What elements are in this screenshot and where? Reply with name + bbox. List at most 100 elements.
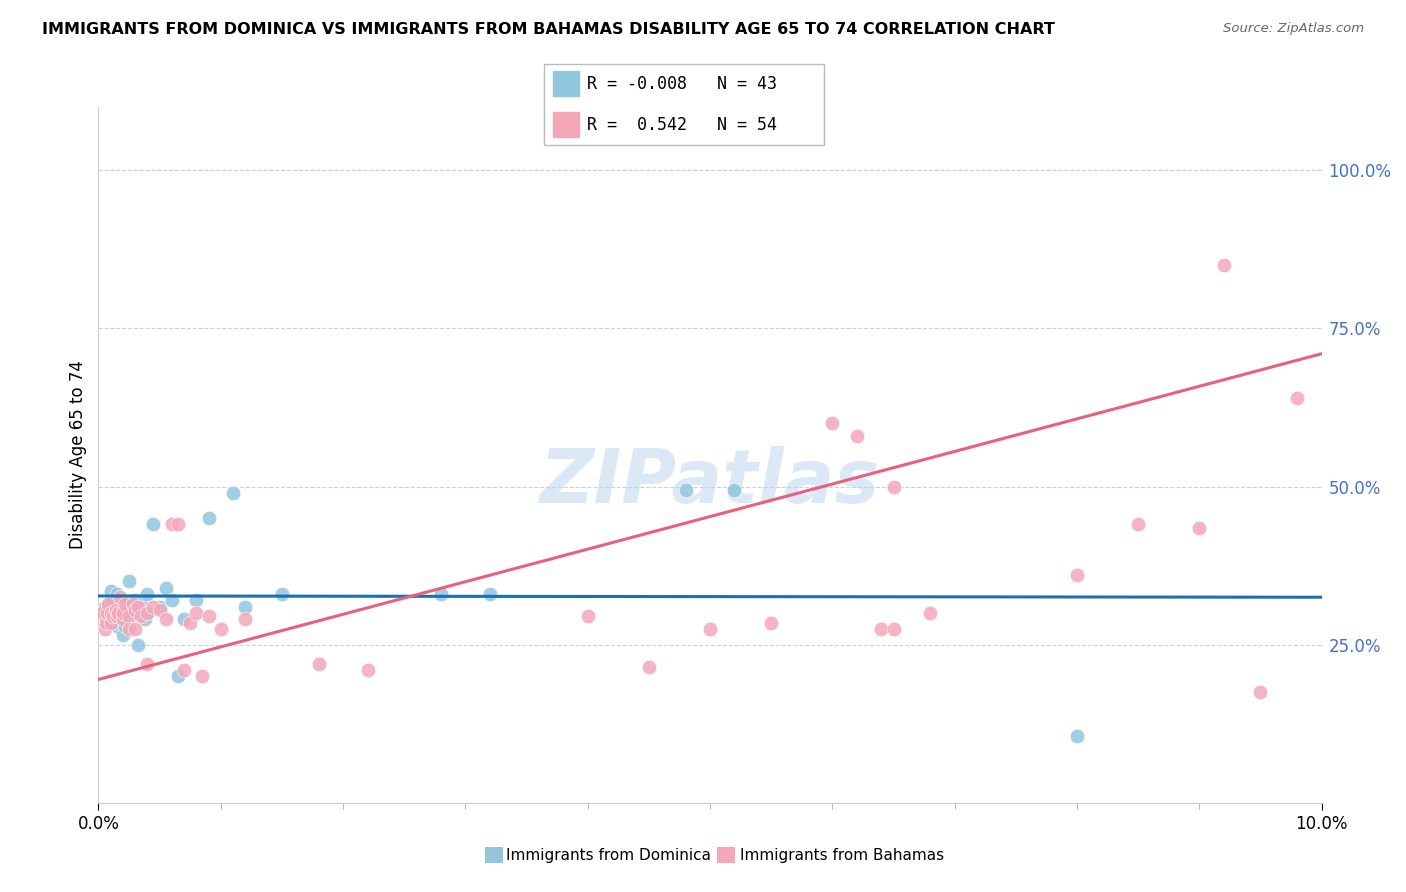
Point [111,593,134,607]
Point [127,599,149,614]
Point [97,612,120,626]
Point [93,603,115,617]
Point [179,615,201,630]
Point [1066,730,1088,744]
Point [121,599,143,614]
Point [160,517,183,532]
Text: ZIPatlas: ZIPatlas [540,446,880,519]
Point [233,599,256,614]
Point [270,587,292,601]
Point [111,612,134,626]
Point [1128,517,1150,532]
Point [129,609,152,624]
Point [121,597,143,611]
Point [124,622,146,636]
Point [118,622,141,636]
Point [149,599,172,614]
Point [124,603,146,617]
Point [129,597,152,611]
Point [160,593,183,607]
Point [197,511,219,525]
Point [136,606,159,620]
Point [870,622,893,636]
Point [100,606,122,620]
Point [111,628,134,642]
Point [155,612,177,626]
Point [149,603,172,617]
Point [1286,391,1309,405]
Point [105,587,128,601]
Point [107,606,129,620]
Point [97,597,120,611]
Point [233,612,256,626]
Point [222,486,245,500]
Point [430,587,453,601]
Point [96,606,118,620]
Point [111,606,134,620]
Point [142,599,165,614]
Point [118,609,141,624]
Point [101,609,124,624]
Point [110,591,132,605]
Point [186,593,208,607]
Point [675,483,697,497]
Point [173,612,195,626]
Point [637,660,661,674]
Point [110,606,132,620]
Point [173,663,195,677]
Point [94,615,117,630]
Point [1249,685,1271,699]
Point [136,657,159,671]
Point [1066,568,1088,582]
Point [186,606,208,620]
Point [118,599,141,614]
Text: R = -0.008   N = 43: R = -0.008 N = 43 [588,75,778,93]
Text: Immigrants from Dominica: Immigrants from Dominica [506,848,711,863]
Bar [553,112,579,137]
Point [93,622,115,636]
Point [920,606,942,620]
Point [105,609,128,624]
Point [134,612,156,626]
Point [723,483,745,497]
Point [845,429,868,443]
Point [167,517,190,532]
Point [167,669,190,683]
Point [105,618,128,632]
Point [759,615,782,630]
Text: Immigrants from Bahamas: Immigrants from Bahamas [740,848,943,863]
Point [142,517,165,532]
Point [114,597,136,611]
Point [356,663,378,677]
Point [1212,258,1234,272]
Point [124,593,146,607]
Point [114,618,136,632]
Point [124,593,146,607]
Text: R =  0.542   N = 54: R = 0.542 N = 54 [588,116,778,134]
Point [308,657,330,671]
Point [100,583,122,598]
Point [101,606,124,620]
Point [883,622,905,636]
Point [136,606,159,620]
Point [478,587,501,601]
Point [100,597,122,611]
Point [105,599,128,614]
Text: IMMIGRANTS FROM DOMINICA VS IMMIGRANTS FROM BAHAMAS DISABILITY AGE 65 TO 74 CORR: IMMIGRANTS FROM DOMINICA VS IMMIGRANTS F… [42,22,1054,37]
Point [101,593,124,607]
Point [127,638,149,652]
Point [96,606,118,620]
Point [100,615,122,630]
Point [111,609,134,624]
Point [93,599,115,614]
Point [155,581,177,595]
Point [699,622,721,636]
Point [91,606,114,620]
Point [209,622,232,636]
Point [191,669,214,683]
Point [576,609,599,624]
Point [883,479,905,493]
Text: Source: ZipAtlas.com: Source: ZipAtlas.com [1223,22,1364,36]
Point [136,587,159,601]
Y-axis label: Disability Age 65 to 74: Disability Age 65 to 74 [69,360,87,549]
